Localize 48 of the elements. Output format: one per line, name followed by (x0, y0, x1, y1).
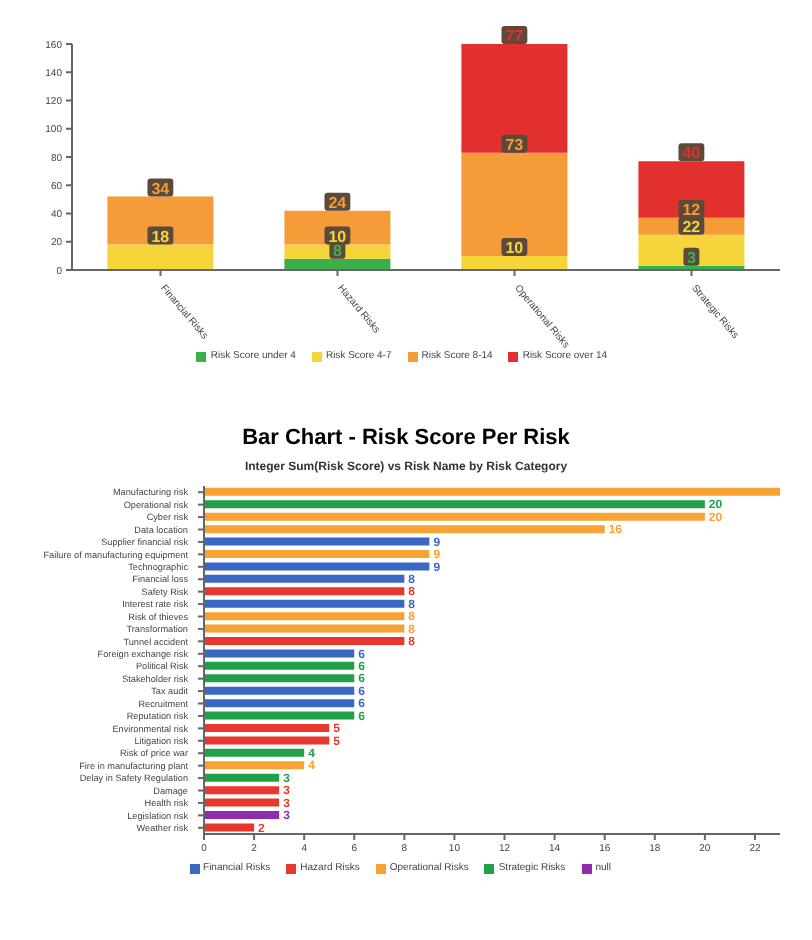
data-label: 10 (505, 238, 525, 257)
bar (204, 711, 355, 720)
bar (204, 686, 355, 695)
bar (638, 234, 745, 266)
bar (204, 512, 705, 521)
bar (204, 674, 355, 683)
bar (204, 699, 355, 708)
data-label: 10 (328, 227, 348, 246)
data-label: 12 (682, 200, 702, 219)
data-label: 24 (328, 193, 348, 212)
bar (204, 811, 280, 820)
bar (204, 574, 405, 583)
bar (204, 661, 355, 670)
data-label: 34 (151, 179, 171, 198)
data-label: 22 (682, 217, 702, 236)
chart-title: Bar Chart - Risk Score Per Risk (240, 426, 572, 450)
data-label: 8 (332, 241, 343, 260)
bar (204, 748, 305, 757)
bar (204, 599, 405, 608)
bar (204, 550, 430, 559)
bar (204, 823, 255, 832)
bar (461, 255, 568, 270)
bar (204, 624, 405, 633)
bar (107, 196, 214, 245)
bar (204, 736, 330, 745)
data-label: 77 (505, 27, 525, 45)
bar (204, 724, 330, 733)
bar (204, 786, 280, 795)
data-label: 40 (682, 144, 702, 163)
bar (204, 649, 355, 658)
bar (204, 587, 405, 596)
data-label: 18 (151, 227, 171, 246)
bar (204, 637, 405, 646)
bar (638, 161, 745, 218)
bar (461, 44, 568, 153)
bar (204, 798, 280, 807)
data-label: 3 (686, 248, 697, 267)
bar (204, 500, 705, 509)
bar (204, 612, 405, 621)
bar (204, 562, 430, 571)
bar (461, 152, 568, 256)
bar (204, 487, 780, 496)
bar (204, 537, 430, 546)
data-label: 73 (505, 135, 525, 154)
bar (204, 761, 305, 770)
bar (204, 525, 605, 534)
bar (107, 244, 214, 270)
bar (204, 773, 280, 782)
